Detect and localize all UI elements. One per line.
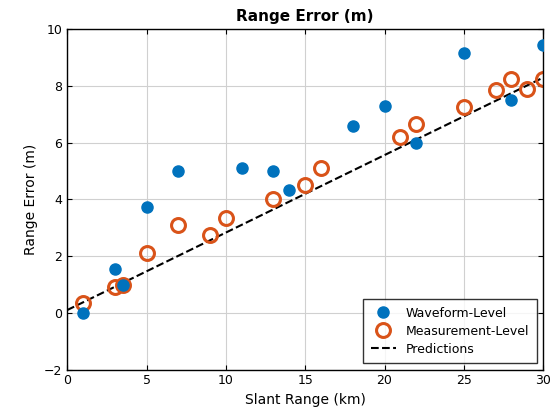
- Waveform-Level: [175, 168, 181, 174]
- Waveform-Level: [239, 166, 245, 171]
- Measurement-Level: [207, 232, 213, 237]
- Y-axis label: Range Error (m): Range Error (m): [25, 144, 39, 255]
- Measurement-Level: [318, 166, 324, 171]
- Waveform-Level: [540, 42, 547, 47]
- Waveform-Level: [143, 204, 150, 209]
- Measurement-Level: [302, 183, 309, 188]
- Measurement-Level: [119, 282, 126, 287]
- Measurement-Level: [270, 197, 277, 202]
- Measurement-Level: [492, 88, 499, 93]
- Title: Range Error (m): Range Error (m): [236, 9, 374, 24]
- Line: Waveform-Level: Waveform-Level: [77, 39, 549, 318]
- Waveform-Level: [270, 168, 277, 174]
- Measurement-Level: [524, 87, 531, 92]
- Measurement-Level: [540, 76, 547, 81]
- Waveform-Level: [80, 310, 86, 315]
- Line: Measurement-Level: Measurement-Level: [76, 72, 550, 310]
- Waveform-Level: [111, 266, 118, 271]
- Waveform-Level: [381, 103, 388, 108]
- Waveform-Level: [413, 140, 419, 145]
- Measurement-Level: [508, 76, 515, 81]
- Waveform-Level: [286, 187, 293, 192]
- Waveform-Level: [460, 51, 467, 56]
- Measurement-Level: [460, 105, 467, 110]
- Measurement-Level: [143, 251, 150, 256]
- Waveform-Level: [349, 123, 356, 129]
- Measurement-Level: [80, 300, 86, 305]
- Measurement-Level: [111, 285, 118, 290]
- Waveform-Level: [119, 282, 126, 287]
- Measurement-Level: [175, 223, 181, 228]
- Measurement-Level: [397, 134, 404, 139]
- Legend: Waveform-Level, Measurement-Level, Predictions: Waveform-Level, Measurement-Level, Predi…: [363, 299, 537, 363]
- Waveform-Level: [508, 98, 515, 103]
- Measurement-Level: [413, 122, 419, 127]
- X-axis label: Slant Range (km): Slant Range (km): [245, 393, 366, 407]
- Measurement-Level: [222, 215, 229, 220]
